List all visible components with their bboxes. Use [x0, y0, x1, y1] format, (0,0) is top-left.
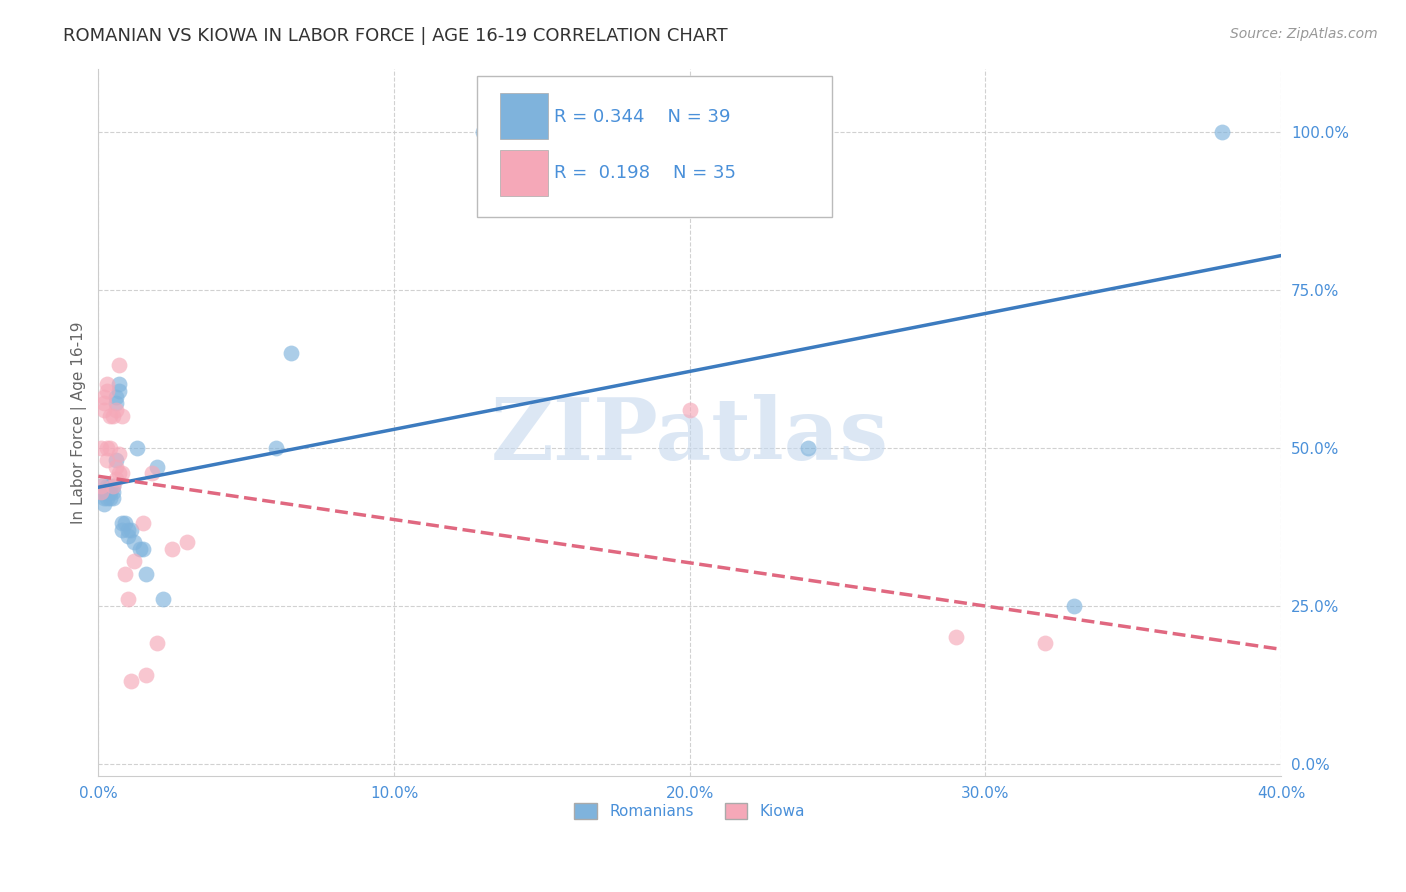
- Point: [117, 529, 139, 543]
- Point: [141, 466, 163, 480]
- Point: [114, 516, 136, 531]
- Point: [111, 523, 134, 537]
- Point: [471, 125, 494, 139]
- FancyBboxPatch shape: [501, 94, 548, 139]
- Point: [111, 516, 134, 531]
- Point: [101, 478, 124, 492]
- Point: [108, 447, 131, 461]
- FancyBboxPatch shape: [477, 76, 832, 217]
- FancyBboxPatch shape: [501, 150, 548, 196]
- Point: [93, 498, 115, 512]
- Text: R = 0.344    N = 39: R = 0.344 N = 39: [554, 108, 730, 126]
- Point: [90, 478, 112, 492]
- Point: [96, 453, 118, 467]
- Point: [945, 630, 967, 644]
- Point: [108, 359, 131, 373]
- Point: [93, 484, 115, 499]
- Point: [96, 491, 118, 505]
- Point: [101, 478, 124, 492]
- Point: [96, 441, 118, 455]
- Point: [176, 535, 198, 549]
- Text: ROMANIAN VS KIOWA IN LABOR FORCE | AGE 16-19 CORRELATION CHART: ROMANIAN VS KIOWA IN LABOR FORCE | AGE 1…: [63, 27, 728, 45]
- Point: [264, 441, 287, 455]
- Point: [98, 484, 121, 499]
- Point: [90, 484, 112, 499]
- Point: [131, 516, 153, 531]
- Point: [105, 453, 128, 467]
- Point: [111, 409, 134, 423]
- Point: [98, 478, 121, 492]
- Point: [98, 441, 121, 455]
- Point: [96, 384, 118, 398]
- Text: Source: ZipAtlas.com: Source: ZipAtlas.com: [1230, 27, 1378, 41]
- Point: [108, 384, 131, 398]
- Point: [131, 541, 153, 556]
- Point: [101, 409, 124, 423]
- Point: [105, 396, 128, 410]
- Point: [105, 402, 128, 417]
- Point: [117, 592, 139, 607]
- Y-axis label: In Labor Force | Age 16-19: In Labor Force | Age 16-19: [72, 321, 87, 524]
- Point: [797, 441, 820, 455]
- Point: [120, 674, 142, 689]
- Point: [93, 396, 115, 410]
- Point: [90, 484, 112, 499]
- Point: [101, 484, 124, 499]
- Point: [93, 390, 115, 404]
- Point: [101, 491, 124, 505]
- Point: [120, 523, 142, 537]
- Point: [105, 472, 128, 486]
- Point: [96, 478, 118, 492]
- Point: [96, 484, 118, 499]
- Point: [108, 466, 131, 480]
- Point: [1063, 599, 1085, 613]
- Point: [146, 636, 169, 650]
- Point: [114, 566, 136, 581]
- Text: R =  0.198    N = 35: R = 0.198 N = 35: [554, 164, 735, 182]
- Point: [93, 491, 115, 505]
- Point: [135, 566, 157, 581]
- Point: [128, 541, 150, 556]
- Point: [93, 402, 115, 417]
- Legend: Romanians, Kiowa: Romanians, Kiowa: [568, 797, 811, 825]
- Point: [90, 441, 112, 455]
- Point: [501, 125, 523, 139]
- Point: [122, 554, 145, 568]
- Point: [105, 390, 128, 404]
- Point: [152, 592, 174, 607]
- Point: [98, 491, 121, 505]
- Point: [125, 441, 148, 455]
- Point: [162, 541, 184, 556]
- Point: [111, 466, 134, 480]
- Point: [1033, 636, 1056, 650]
- Point: [1211, 125, 1233, 139]
- Point: [105, 459, 128, 474]
- Point: [96, 377, 118, 392]
- Point: [135, 668, 157, 682]
- Point: [679, 402, 702, 417]
- Point: [122, 535, 145, 549]
- Point: [117, 523, 139, 537]
- Point: [146, 459, 169, 474]
- Point: [90, 478, 112, 492]
- Text: ZIPatlas: ZIPatlas: [491, 394, 889, 478]
- Point: [280, 346, 302, 360]
- Point: [108, 377, 131, 392]
- Point: [98, 409, 121, 423]
